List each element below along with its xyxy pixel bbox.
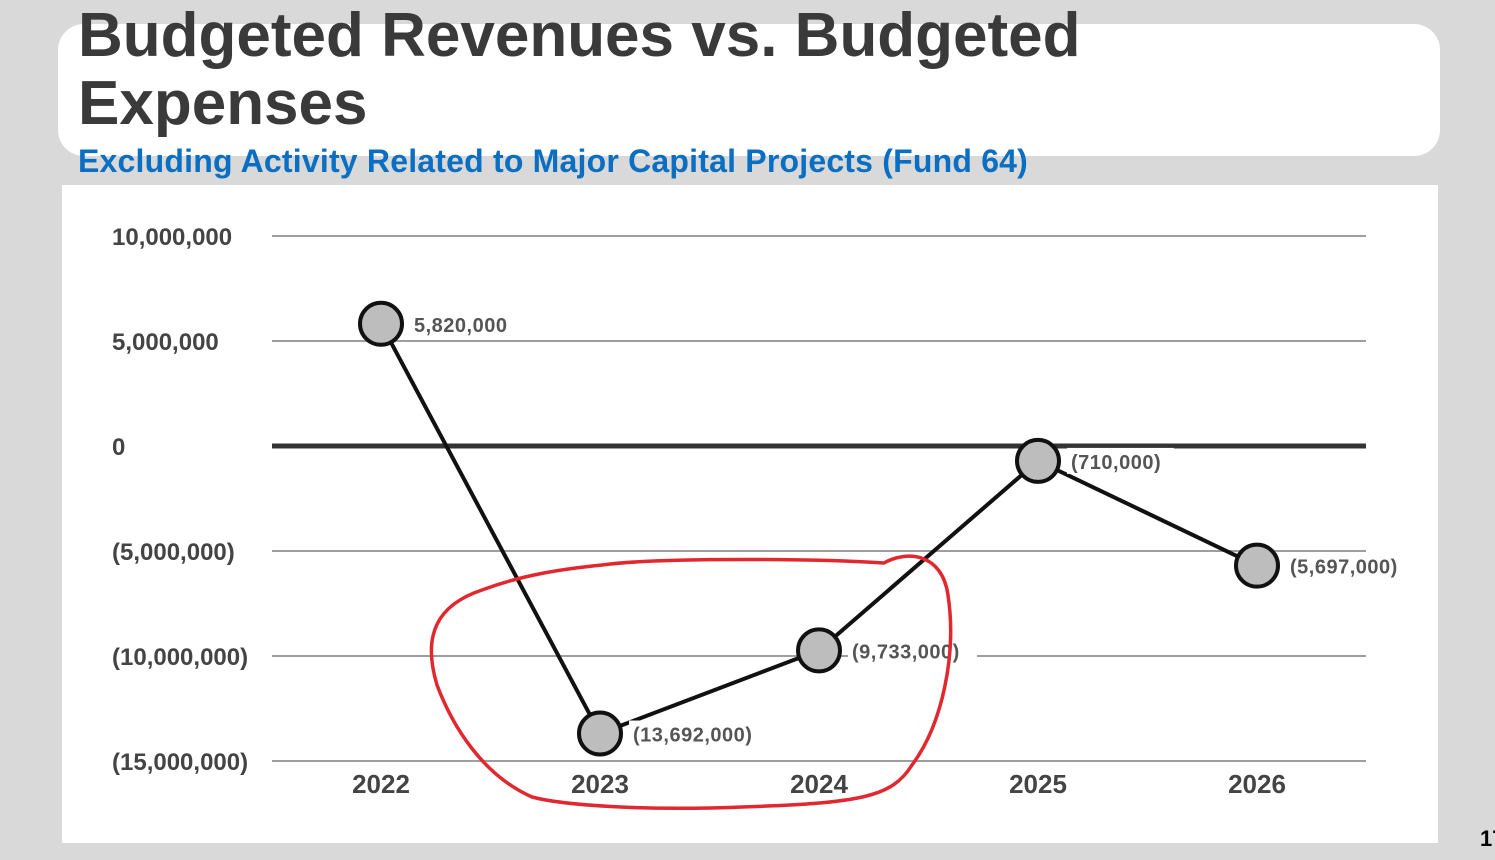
y-tick-label: (15,000,000) (112, 749, 248, 776)
data-label: (5,697,000) (1290, 557, 1398, 579)
data-label-bg (629, 720, 769, 747)
data-label-bg (1286, 552, 1415, 579)
x-tick-label: 2026 (1228, 769, 1286, 799)
line-chart: 10,000,000 5,000,000 0 (5,000,000) (10,000,0… (112, 224, 1415, 811)
data-label: (13,692,000) (633, 725, 752, 747)
data-point (358, 300, 404, 347)
data-label: (710,000) (1071, 452, 1161, 474)
x-tick-label: 2022 (352, 769, 410, 799)
y-tick-label: (10,000,000) (112, 644, 248, 671)
y-tick-label: 5,000,000 (112, 329, 219, 356)
y-tick-label: 10,000,000 (112, 224, 232, 251)
x-tick-label: 2023 (571, 769, 629, 799)
data-label-bg (848, 637, 977, 664)
page-number: 17 (1480, 826, 1495, 851)
slide-title: Budgeted Revenues vs. Budgeted Expenses (78, 1, 1081, 138)
y-tick-label: (5,000,000) (112, 539, 235, 566)
data-point (1015, 437, 1061, 484)
x-tick-label: 2025 (1009, 769, 1067, 799)
chart-panel: 10,000,000 5,000,000 0 (5,000,000) (10,000,0… (62, 185, 1438, 843)
title-card (58, 24, 1440, 156)
data-label: 5,820,000 (414, 315, 507, 337)
data-label-bg (1067, 447, 1174, 474)
data-point (796, 627, 842, 674)
data-point (1234, 542, 1280, 589)
data-label-bg (410, 310, 517, 337)
y-tick-label: 0 (112, 434, 125, 461)
data-label: (9,733,000) (852, 641, 960, 663)
annotation-circle (429, 554, 953, 811)
data-point (577, 710, 623, 757)
slide-subtitle: Excluding Activity Related to Major Capi… (78, 143, 1029, 179)
x-tick-label: 2024 (790, 769, 848, 799)
